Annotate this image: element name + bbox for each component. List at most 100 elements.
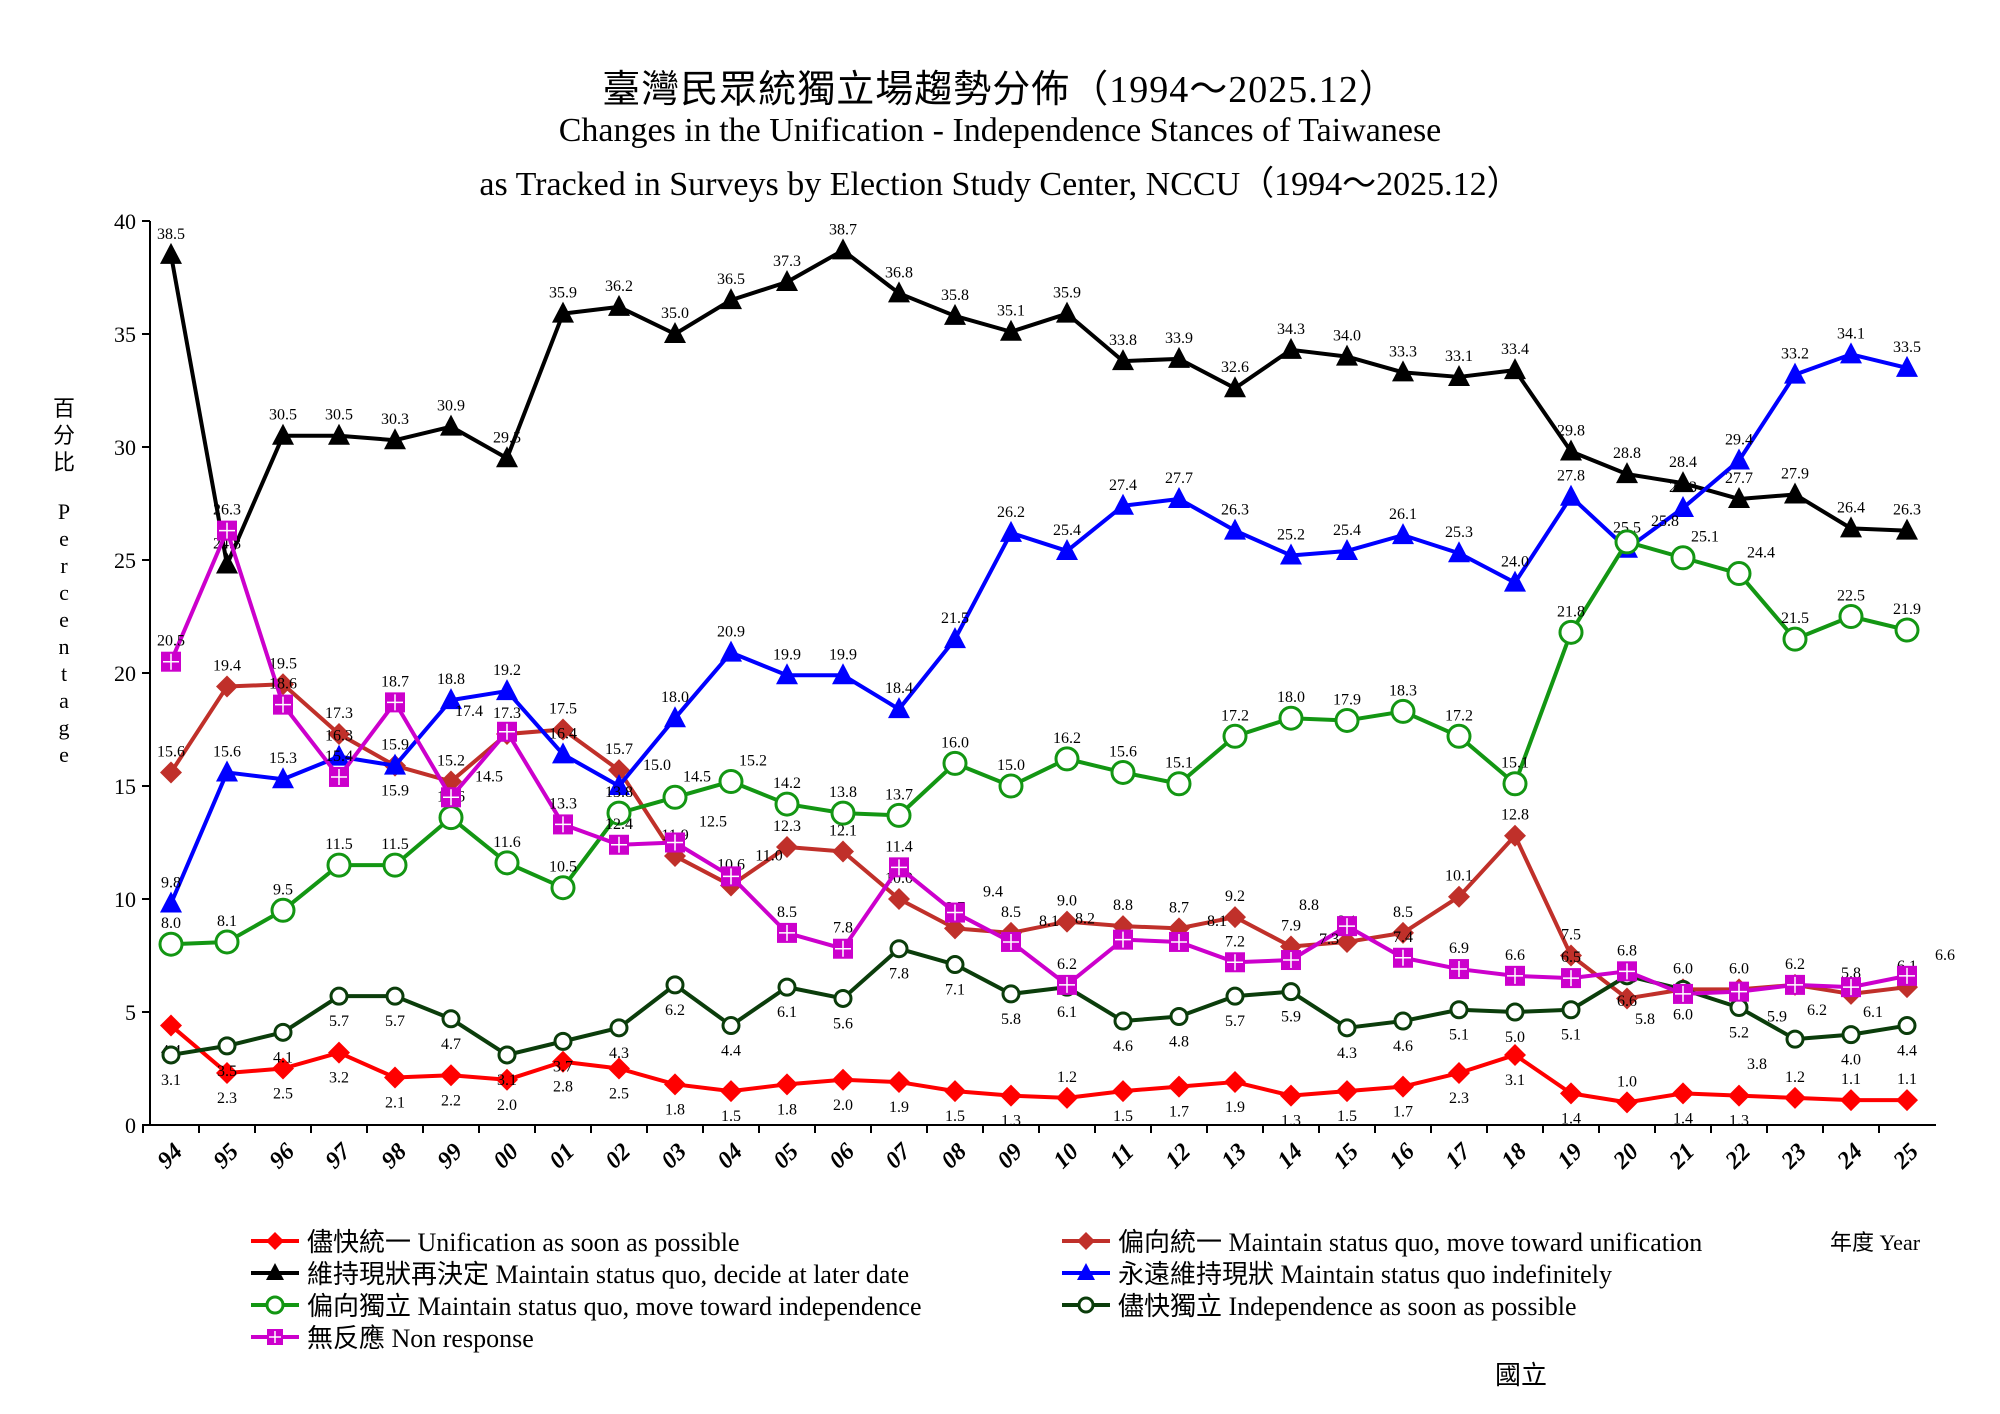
triangle-marker — [384, 753, 406, 775]
data-label: 6.8 — [1617, 942, 1637, 959]
triangle-marker — [266, 1262, 284, 1280]
data-label: 5.7 — [329, 1013, 349, 1030]
square-cross-marker — [1505, 965, 1525, 986]
x-axis-label: 年度 Year — [1830, 1230, 1921, 1255]
y-tick-label: 20 — [114, 661, 136, 686]
cross-mark — [219, 522, 235, 539]
data-label: 27.3 — [1669, 479, 1697, 496]
triangle-marker — [1672, 471, 1694, 493]
data-label: 5.8 — [1001, 1011, 1021, 1028]
circle-marker — [214, 929, 240, 955]
triangle-marker — [1056, 301, 1078, 323]
diamond-marker — [608, 759, 630, 782]
legend-label: 永遠維持現狀 Maintain status quo indefinitely — [1118, 1260, 1612, 1289]
data-label: 4.0 — [1841, 1052, 1861, 1069]
circle-marker — [385, 986, 405, 1006]
data-label: 13.8 — [829, 784, 857, 801]
x-tick-label: 95 — [209, 1139, 244, 1174]
data-label: 22.5 — [1837, 588, 1865, 605]
diamond-marker — [1056, 1086, 1078, 1109]
data-label: 18.6 — [269, 676, 297, 693]
legend-item: 偏向統一 Maintain status quo, move toward un… — [1060, 1222, 1702, 1259]
square-cross-marker — [1897, 965, 1917, 986]
data-label: 1.5 — [721, 1108, 741, 1125]
circle-marker — [329, 986, 349, 1006]
data-label: 16.4 — [549, 725, 577, 742]
data-label: 27.7 — [1725, 470, 1753, 487]
diamond-marker — [1504, 1043, 1526, 1066]
data-label: 20.5 — [157, 633, 185, 650]
square-cross-marker — [777, 922, 797, 943]
x-tick-label: 25 — [1888, 1139, 1924, 1175]
diamond-marker — [720, 1080, 742, 1103]
data-label: 11.5 — [381, 836, 408, 853]
x-tick-label: 94 — [153, 1139, 188, 1174]
triangle-marker — [776, 270, 798, 292]
circle-marker — [270, 897, 296, 923]
circle-marker — [1841, 1025, 1861, 1045]
y-tick-label: 25 — [114, 548, 136, 573]
data-label: 1.2 — [1785, 1069, 1805, 1086]
data-label: 35.9 — [549, 285, 577, 302]
legend-item: 偏向獨立 Maintain status quo, move toward in… — [249, 1286, 921, 1323]
triangle-marker — [944, 627, 966, 649]
data-label: 15.9 — [381, 783, 409, 800]
circle-marker — [1449, 1000, 1469, 1020]
diamond-marker — [1560, 1082, 1582, 1105]
data-label: 15.9 — [381, 737, 409, 754]
data-label: 8.1 — [1207, 913, 1227, 930]
data-label: 12.4 — [605, 816, 633, 833]
x-tick-label: 10 — [1049, 1139, 1084, 1174]
data-label: 15.1 — [1165, 755, 1193, 772]
legend-swatch — [251, 1231, 299, 1250]
triangle-marker — [160, 891, 182, 913]
data-label: 4.1 — [273, 1049, 293, 1066]
circle-marker — [721, 1016, 741, 1036]
data-label: 3.1 — [497, 1072, 517, 1089]
data-label: 33.9 — [1165, 330, 1193, 347]
series-line — [170, 946, 1908, 1057]
cross-mark — [331, 768, 347, 785]
data-label: 13.8 — [605, 784, 633, 801]
x-tick-label: 13 — [1217, 1139, 1252, 1174]
x-tick-label: 08 — [937, 1139, 972, 1174]
triangle-marker — [1056, 538, 1078, 560]
data-label: 7.9 — [1281, 917, 1301, 934]
data-label: 7.2 — [1225, 933, 1245, 950]
data-label: 1.0 — [1617, 1073, 1637, 1090]
data-label: 21.5 — [1781, 610, 1809, 627]
triangle-marker — [552, 742, 574, 764]
triangle-marker — [776, 663, 798, 685]
diamond-marker — [888, 888, 910, 910]
circle-marker — [1222, 723, 1248, 749]
triangle-marker — [1896, 518, 1918, 540]
data-label: 18.4 — [885, 680, 913, 697]
circle-marker — [1054, 746, 1080, 772]
triangle-marker — [888, 281, 910, 303]
cross-mark — [387, 694, 403, 711]
triangle-marker — [1896, 355, 1918, 377]
data-label: 15.1 — [1501, 755, 1529, 772]
data-label: 30.3 — [381, 411, 409, 428]
cross-mark — [555, 816, 571, 833]
data-label: 4.7 — [441, 1036, 461, 1053]
diamond-marker — [1784, 1086, 1806, 1109]
square-cross-marker — [945, 902, 965, 923]
data-label: 35.8 — [941, 287, 969, 304]
data-label: 33.5 — [1893, 339, 1921, 356]
data-label: 5.1 — [1561, 1027, 1581, 1044]
square-cross-marker — [1001, 931, 1021, 952]
diamond-marker — [216, 675, 238, 698]
x-tick-label: 24 — [1832, 1139, 1868, 1175]
diamond-marker — [1840, 1089, 1862, 1112]
data-label: 25.4 — [1333, 522, 1361, 539]
cross-mark — [1451, 961, 1467, 978]
diamond-marker — [1224, 906, 1246, 929]
data-label: 2.0 — [833, 1097, 853, 1114]
triangle-marker — [1000, 319, 1022, 341]
data-label: 26.4 — [1837, 499, 1865, 516]
square-cross-marker — [217, 520, 237, 541]
data-label: 34.3 — [1277, 321, 1305, 338]
legend-label: 偏向統一 Maintain status quo, move toward un… — [1118, 1228, 1703, 1257]
data-label: 11.6 — [493, 834, 520, 851]
